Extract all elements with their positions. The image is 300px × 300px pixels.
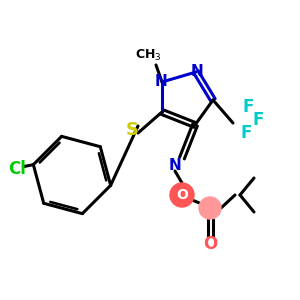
Text: O: O: [176, 188, 188, 202]
Text: O: O: [203, 235, 217, 253]
Text: F: F: [252, 111, 264, 129]
Text: N: N: [190, 64, 203, 80]
Text: F: F: [240, 124, 252, 142]
Text: S: S: [125, 121, 139, 139]
Text: N: N: [154, 74, 167, 89]
Text: CH$_3$: CH$_3$: [135, 47, 161, 63]
Text: F: F: [242, 98, 254, 116]
Text: N: N: [169, 158, 182, 172]
Text: Cl: Cl: [8, 160, 26, 178]
Circle shape: [170, 183, 194, 207]
Circle shape: [199, 197, 221, 219]
